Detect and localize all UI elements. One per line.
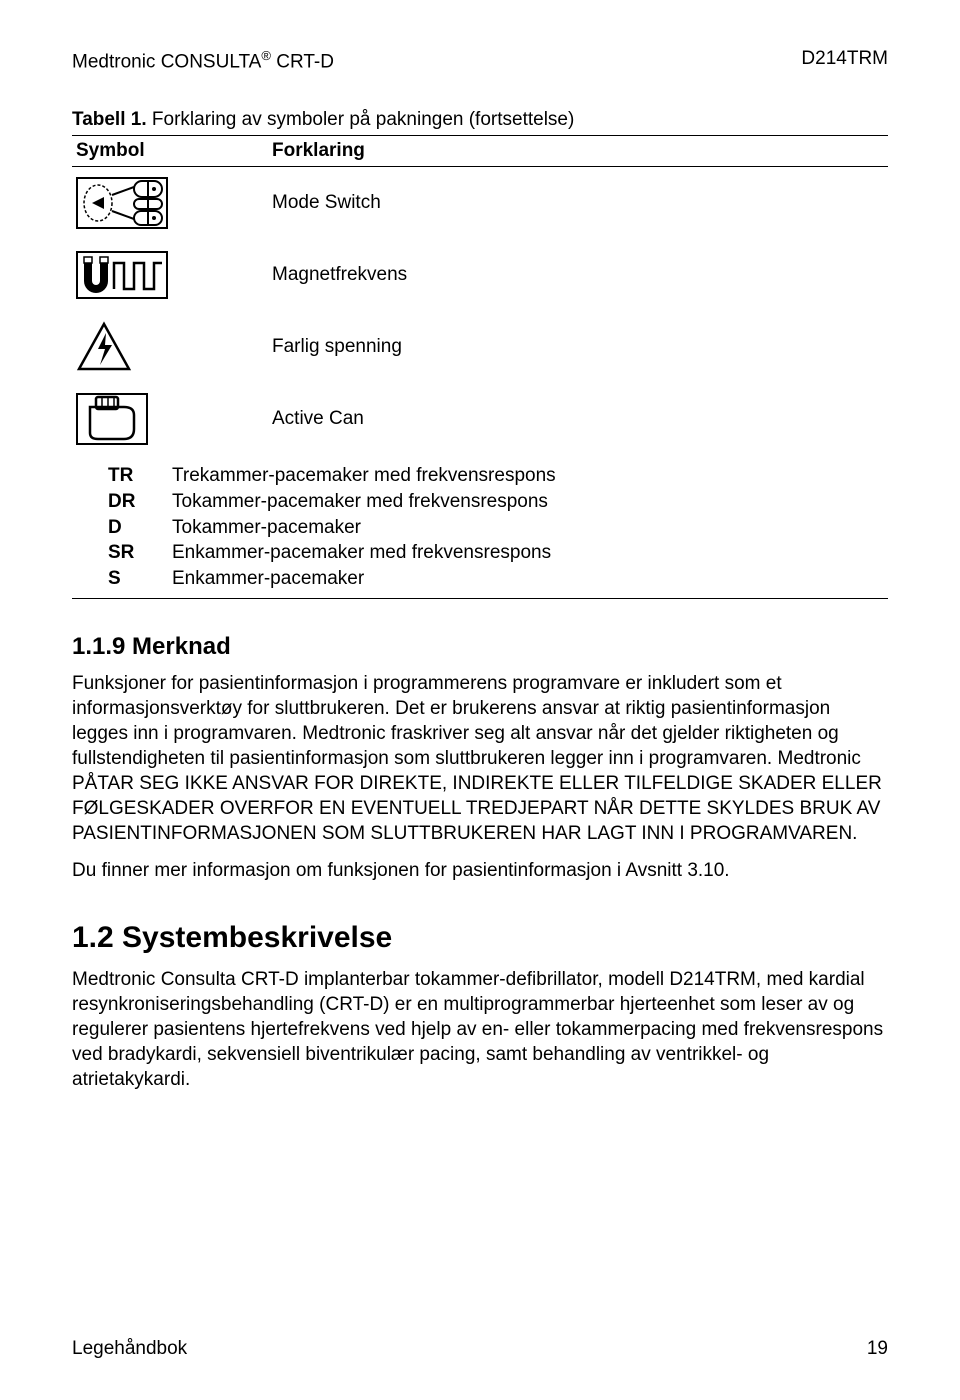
code-desc: Tokammer-pacemaker med frekvensrespons: [172, 489, 888, 515]
registered-symbol: ®: [261, 48, 271, 63]
code-desc: Enkammer-pacemaker: [172, 566, 888, 592]
code-row: TR Trekammer-pacemaker med frekvensrespo…: [72, 463, 888, 489]
code-symbol: SR: [72, 540, 172, 566]
section-12-p1: Medtronic Consulta CRT-D implanterbar to…: [72, 967, 888, 1092]
footer-right: 19: [867, 1338, 888, 1360]
active-can-icon: [72, 383, 272, 455]
magnet-frequency-icon: [72, 239, 272, 311]
code-symbol: D: [72, 515, 172, 541]
section-119-p1: Funksjoner for pasientinformasjon i prog…: [72, 671, 888, 847]
table-row: Magnetfrekvens: [72, 239, 888, 311]
code-desc: Trekammer-pacemaker med frekvensrespons: [172, 463, 888, 489]
table-row: Active Can: [72, 383, 888, 455]
footer-left: Legehåndbok: [72, 1338, 187, 1360]
code-row: DR Tokammer-pacemaker med frekvensrespon…: [72, 489, 888, 515]
section-12-title: 1.2 Systembeskrivelse: [72, 921, 888, 955]
symbol-table: Symbol Forklaring: [72, 135, 888, 598]
col-header-desc: Forklaring: [272, 136, 888, 166]
col-header-symbol: Symbol: [72, 136, 272, 166]
table-header-row: Symbol Forklaring: [72, 136, 888, 167]
code-symbol: TR: [72, 463, 172, 489]
table-caption: Tabell 1. Forklaring av symboler på pakn…: [72, 109, 888, 131]
row-desc: Farlig spenning: [272, 332, 888, 362]
code-row: SR Enkammer-pacemaker med frekvensrespon…: [72, 540, 888, 566]
table-row: Farlig spenning: [72, 311, 888, 383]
mode-switch-icon: [72, 167, 272, 239]
section-119-title: 1.1.9 Merknad: [72, 633, 888, 661]
code-symbol: S: [72, 566, 172, 592]
code-row: S Enkammer-pacemaker: [72, 566, 888, 598]
code-row: D Tokammer-pacemaker: [72, 515, 888, 541]
header-right: D214TRM: [801, 48, 888, 73]
section-119-p2: Du finner mer informasjon om funksjonen …: [72, 858, 888, 883]
table-row: Mode Switch: [72, 167, 888, 239]
code-desc: Enkammer-pacemaker med frekvensrespons: [172, 540, 888, 566]
danger-voltage-icon: [72, 311, 272, 383]
code-desc: Tokammer-pacemaker: [172, 515, 888, 541]
header-left: Medtronic CONSULTA® CRT-D: [72, 48, 334, 73]
header-left-suffix: CRT-D: [271, 51, 334, 72]
row-desc: Active Can: [272, 404, 888, 434]
table-caption-bold: Tabell 1.: [72, 109, 147, 130]
page-footer: Legehåndbok 19: [72, 1338, 888, 1360]
table-caption-rest: Forklaring av symboler på pakningen (for…: [147, 109, 575, 130]
row-desc: Magnetfrekvens: [272, 260, 888, 290]
row-desc: Mode Switch: [272, 188, 888, 218]
header-left-prefix: Medtronic CONSULTA: [72, 51, 261, 72]
page-header: Medtronic CONSULTA® CRT-D D214TRM: [72, 48, 888, 73]
code-symbol: DR: [72, 489, 172, 515]
